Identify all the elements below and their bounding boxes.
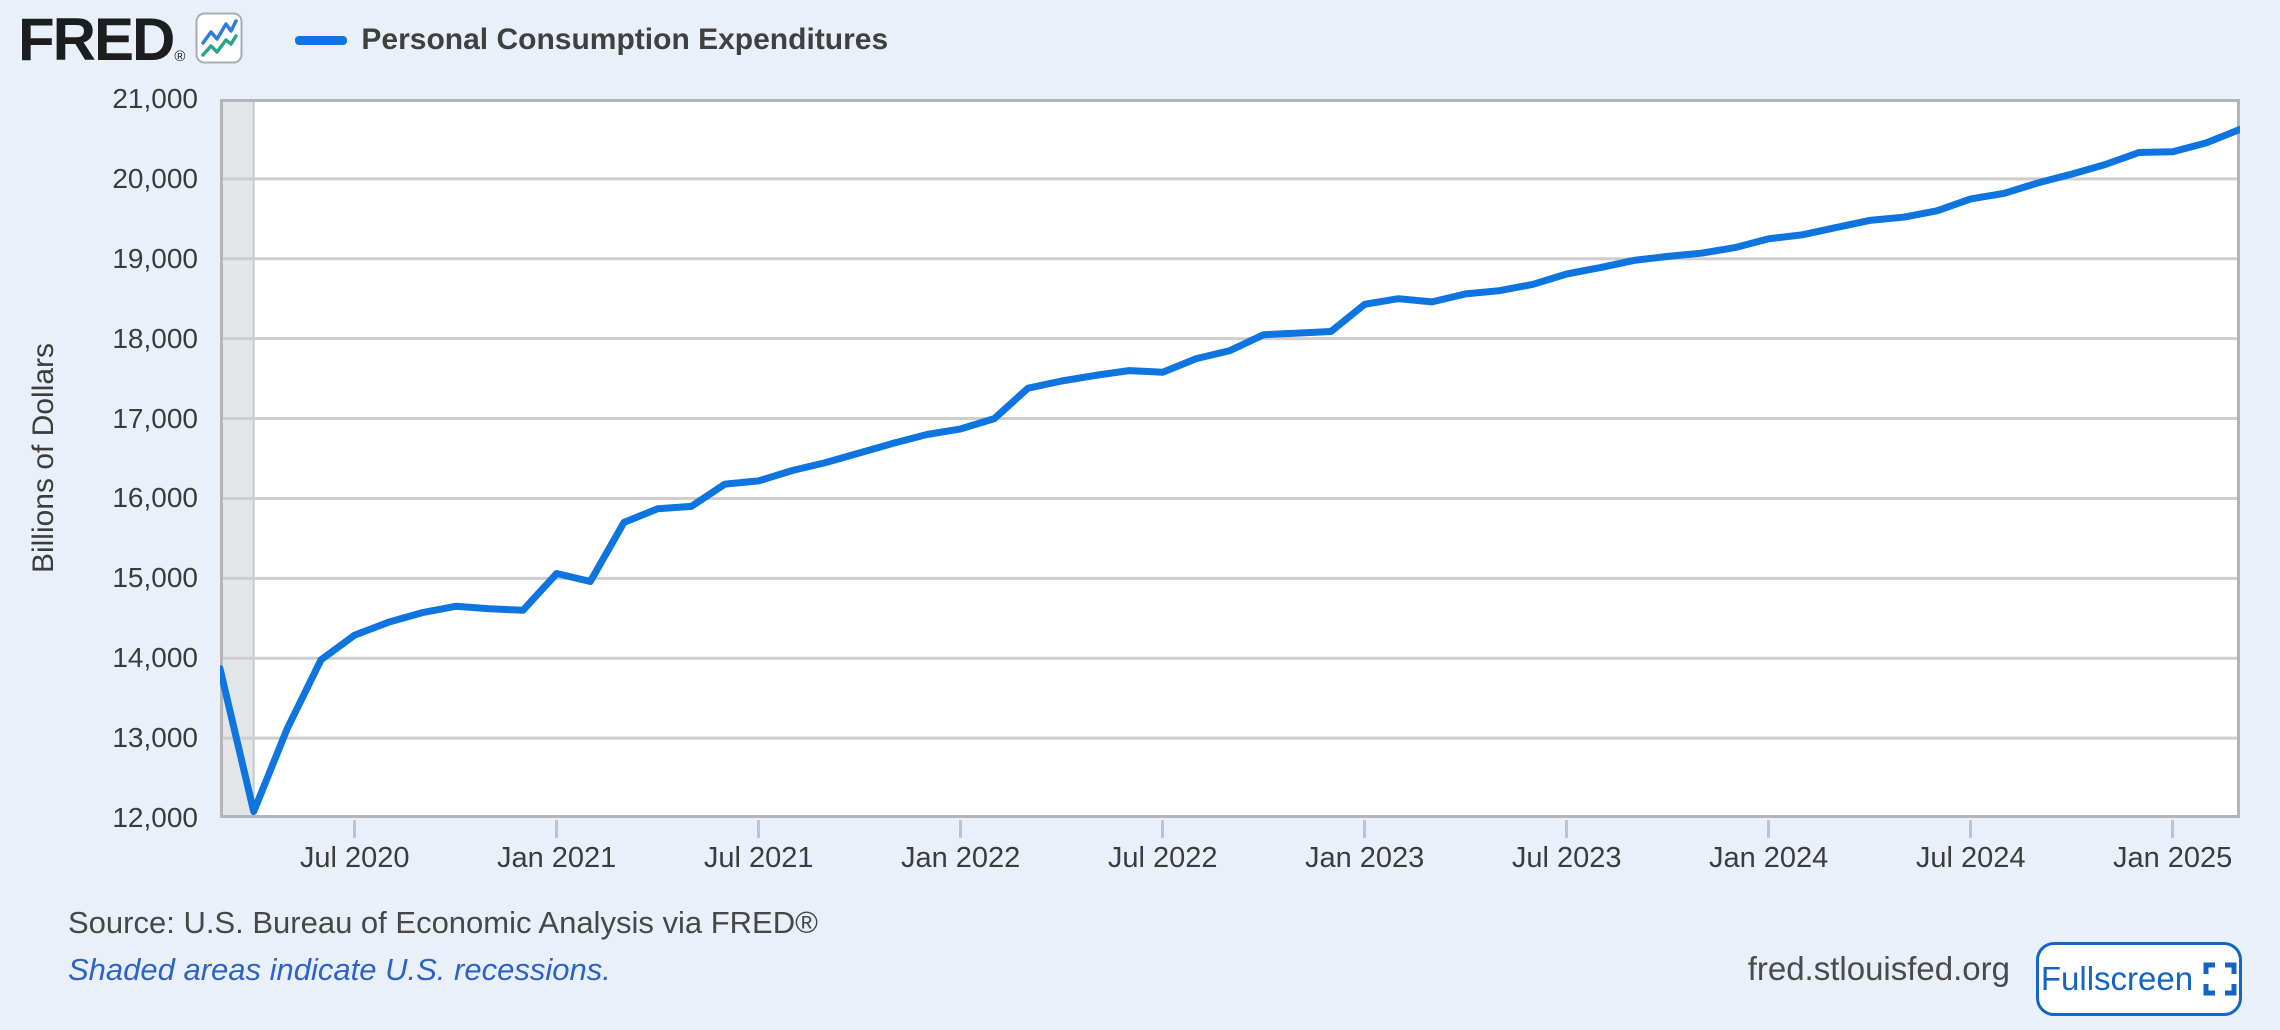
- series-line: [220, 125, 2240, 816]
- plot-background: [220, 99, 2240, 818]
- x-tick-label: Jul 2023: [1511, 842, 1622, 874]
- fred-logo[interactable]: FRED ®: [18, 5, 243, 73]
- x-tick-label: Jul 2022: [1107, 842, 1218, 874]
- legend-series-label[interactable]: Personal Consumption Expenditures: [361, 23, 889, 56]
- x-tick-mark: [1565, 820, 1569, 838]
- y-tick-label: 17,000: [112, 402, 198, 434]
- y-tick-label: 14,000: [112, 642, 198, 674]
- y-tick-label: 16,000: [112, 482, 198, 514]
- x-tick-mark: [757, 820, 761, 838]
- legend-line-swatch: [295, 35, 348, 45]
- recession-note-link[interactable]: Shaded areas indicate U.S. recessions.: [68, 952, 611, 987]
- legend: Personal Consumption Expenditures: [295, 23, 888, 57]
- x-tick-mark: [353, 820, 357, 838]
- y-tick-label: 18,000: [112, 322, 198, 354]
- x-tick-mark: [2171, 820, 2175, 838]
- x-tick-label: Jan 2022: [900, 842, 1021, 874]
- fullscreen-expand-icon: [2203, 962, 2237, 996]
- y-tick-label: 21,000: [112, 83, 198, 114]
- y-tick-label: 12,000: [112, 802, 198, 833]
- header: FRED ® Personal Consumption Expenditures: [18, 8, 888, 72]
- x-tick-mark: [1767, 820, 1771, 838]
- y-tick-label: 13,000: [112, 722, 198, 754]
- x-tick-mark: [1969, 820, 1973, 838]
- x-tick-label: Jan 2021: [496, 842, 617, 874]
- x-tick-label: Jul 2024: [1915, 842, 2026, 874]
- site-url-text: fred.stlouisfed.org: [1747, 950, 2010, 987]
- y-tick-label: 19,000: [112, 242, 198, 274]
- plot-area[interactable]: [220, 99, 2240, 818]
- y-axis-title: Billions of Dollars: [27, 342, 60, 574]
- x-tick-label: Jan 2023: [1304, 842, 1425, 874]
- x-tick-mark: [959, 820, 963, 838]
- fred-logo-text: FRED: [18, 5, 175, 73]
- line-chart-icon: [195, 12, 243, 69]
- x-tick-mark: [1161, 820, 1165, 838]
- x-tick-mark: [1363, 820, 1367, 838]
- recession-shading-band: [220, 99, 254, 818]
- plot-border: [220, 99, 2240, 818]
- x-tick-mark: [555, 820, 559, 838]
- fullscreen-button-label: Fullscreen: [2040, 960, 2194, 997]
- source-text: Source: U.S. Bureau of Economic Analysis…: [68, 905, 818, 940]
- y-tick-label: 20,000: [112, 162, 198, 194]
- y-tick-label: 15,000: [112, 562, 198, 594]
- x-tick-label: Jan 2024: [1708, 842, 1829, 874]
- x-tick-label: Jul 2021: [703, 842, 814, 874]
- x-tick-label: Jan 2025: [2112, 842, 2233, 874]
- registered-trademark: ®: [174, 47, 186, 65]
- fullscreen-button[interactable]: Fullscreen: [2036, 942, 2242, 1016]
- x-tick-label: Jul 2020: [299, 842, 410, 874]
- chart-svg: [220, 99, 2240, 818]
